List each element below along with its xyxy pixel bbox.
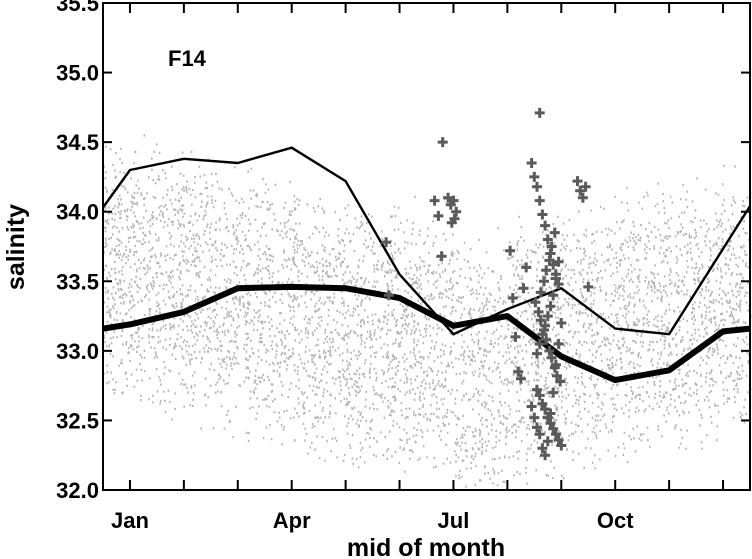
cross-marker [549,227,560,238]
cross-marker [529,412,540,423]
cross-marker [381,237,392,248]
cross-marker [537,443,548,454]
cross-marker [532,348,542,359]
cross-marker [540,404,551,415]
cross-marker [542,234,553,245]
cross-marker [533,306,544,317]
cross-marker [546,241,557,252]
cross-marker [534,390,545,401]
x-axis-label: mid of month [347,534,505,559]
cross-marker [553,279,564,290]
cross-marker [553,338,564,349]
series-layer [102,146,752,384]
cross-marker [575,185,586,196]
cross-marker [539,276,549,287]
cross-marker [540,450,551,461]
cross-marker [429,195,440,206]
cross-marker [542,412,553,423]
cross-marker [580,181,591,192]
cross-marker [544,345,555,356]
cross-marker [526,401,537,412]
cross-marker [541,265,552,276]
y-tick-label: 32.5 [56,408,99,433]
cross-marker [544,255,555,266]
cross-marker [540,220,551,231]
cross-marker [451,206,462,217]
y-axis-label: salinity [2,204,30,290]
x-tick-label: Oct [597,508,634,533]
cross-marker [540,320,551,331]
cross-marker [513,366,524,377]
cross-marker [555,376,566,387]
cross-marker [548,423,559,434]
cross-marker [530,297,541,308]
cross-marker [548,387,559,398]
cross-marker [521,262,532,273]
cross-marker [550,273,561,284]
cross-marker [534,107,545,118]
y-tick-label: 33.5 [56,269,99,294]
cross-marker [572,176,583,187]
cross-marker [526,158,537,168]
cross-marker [549,362,560,373]
cross-marker [537,209,548,220]
cross-marker [537,329,548,340]
cross-marker [532,181,542,192]
cross-marker [548,290,559,301]
cross-marker [535,315,546,326]
cross-marker [535,287,546,298]
cross-marker [505,245,516,256]
cross-marker [443,192,454,203]
cross-marker [529,171,540,182]
cross-marker [542,311,553,322]
cross-marker [518,283,529,294]
thin-line [102,146,752,336]
cross-marker [550,429,561,440]
y-tick-label: 35.0 [56,61,99,86]
cross-marker [545,301,556,312]
ticks-layer: 32.0 32.5 33.0 33.5 34.0 34.5 35.0 35.5 Jan Apr Ju… [56,0,750,533]
cross-marker [510,331,521,342]
panel-label: F14 [168,46,207,71]
y-tick-label: 33.0 [56,339,99,364]
x-tick-label: Apr [273,508,311,533]
cross-marker [577,192,588,203]
y-tick-label: 34.5 [56,130,99,155]
gray-noise-trace [103,134,752,488]
cross-marker [532,422,542,433]
cross-marker [545,418,556,429]
y-tick-label: 35.5 [56,0,99,16]
cross-marker [534,338,545,349]
x-tick-label: Jan [111,508,149,533]
y-tick-label: 32.0 [56,478,99,503]
cross-marker-layer [381,107,594,461]
cross-marker [541,334,552,345]
cross-marker [437,137,448,148]
cross-marker [515,373,526,384]
cross-marker [507,293,518,303]
cross-marker [448,195,459,206]
cross-marker [556,440,567,451]
cross-marker [537,398,548,409]
cross-marker [542,436,553,447]
cross-marker [553,434,564,445]
x-tick-label: Jul [438,508,470,533]
cross-marker [433,210,444,221]
cross-marker [556,318,567,328]
cross-marker [534,429,545,440]
background-gray-scatter [103,134,752,488]
cross-marker [546,352,557,363]
plot-frame [102,2,751,491]
cross-marker [532,384,542,395]
cross-marker [534,195,545,206]
cross-marker [553,256,564,267]
cross-marker [436,251,447,262]
cross-marker [583,281,594,292]
y-tick-label: 34.0 [56,200,99,225]
cross-marker [383,290,394,301]
cross-marker [449,213,460,224]
thick-mean-line [102,283,751,384]
cross-marker [552,370,562,381]
